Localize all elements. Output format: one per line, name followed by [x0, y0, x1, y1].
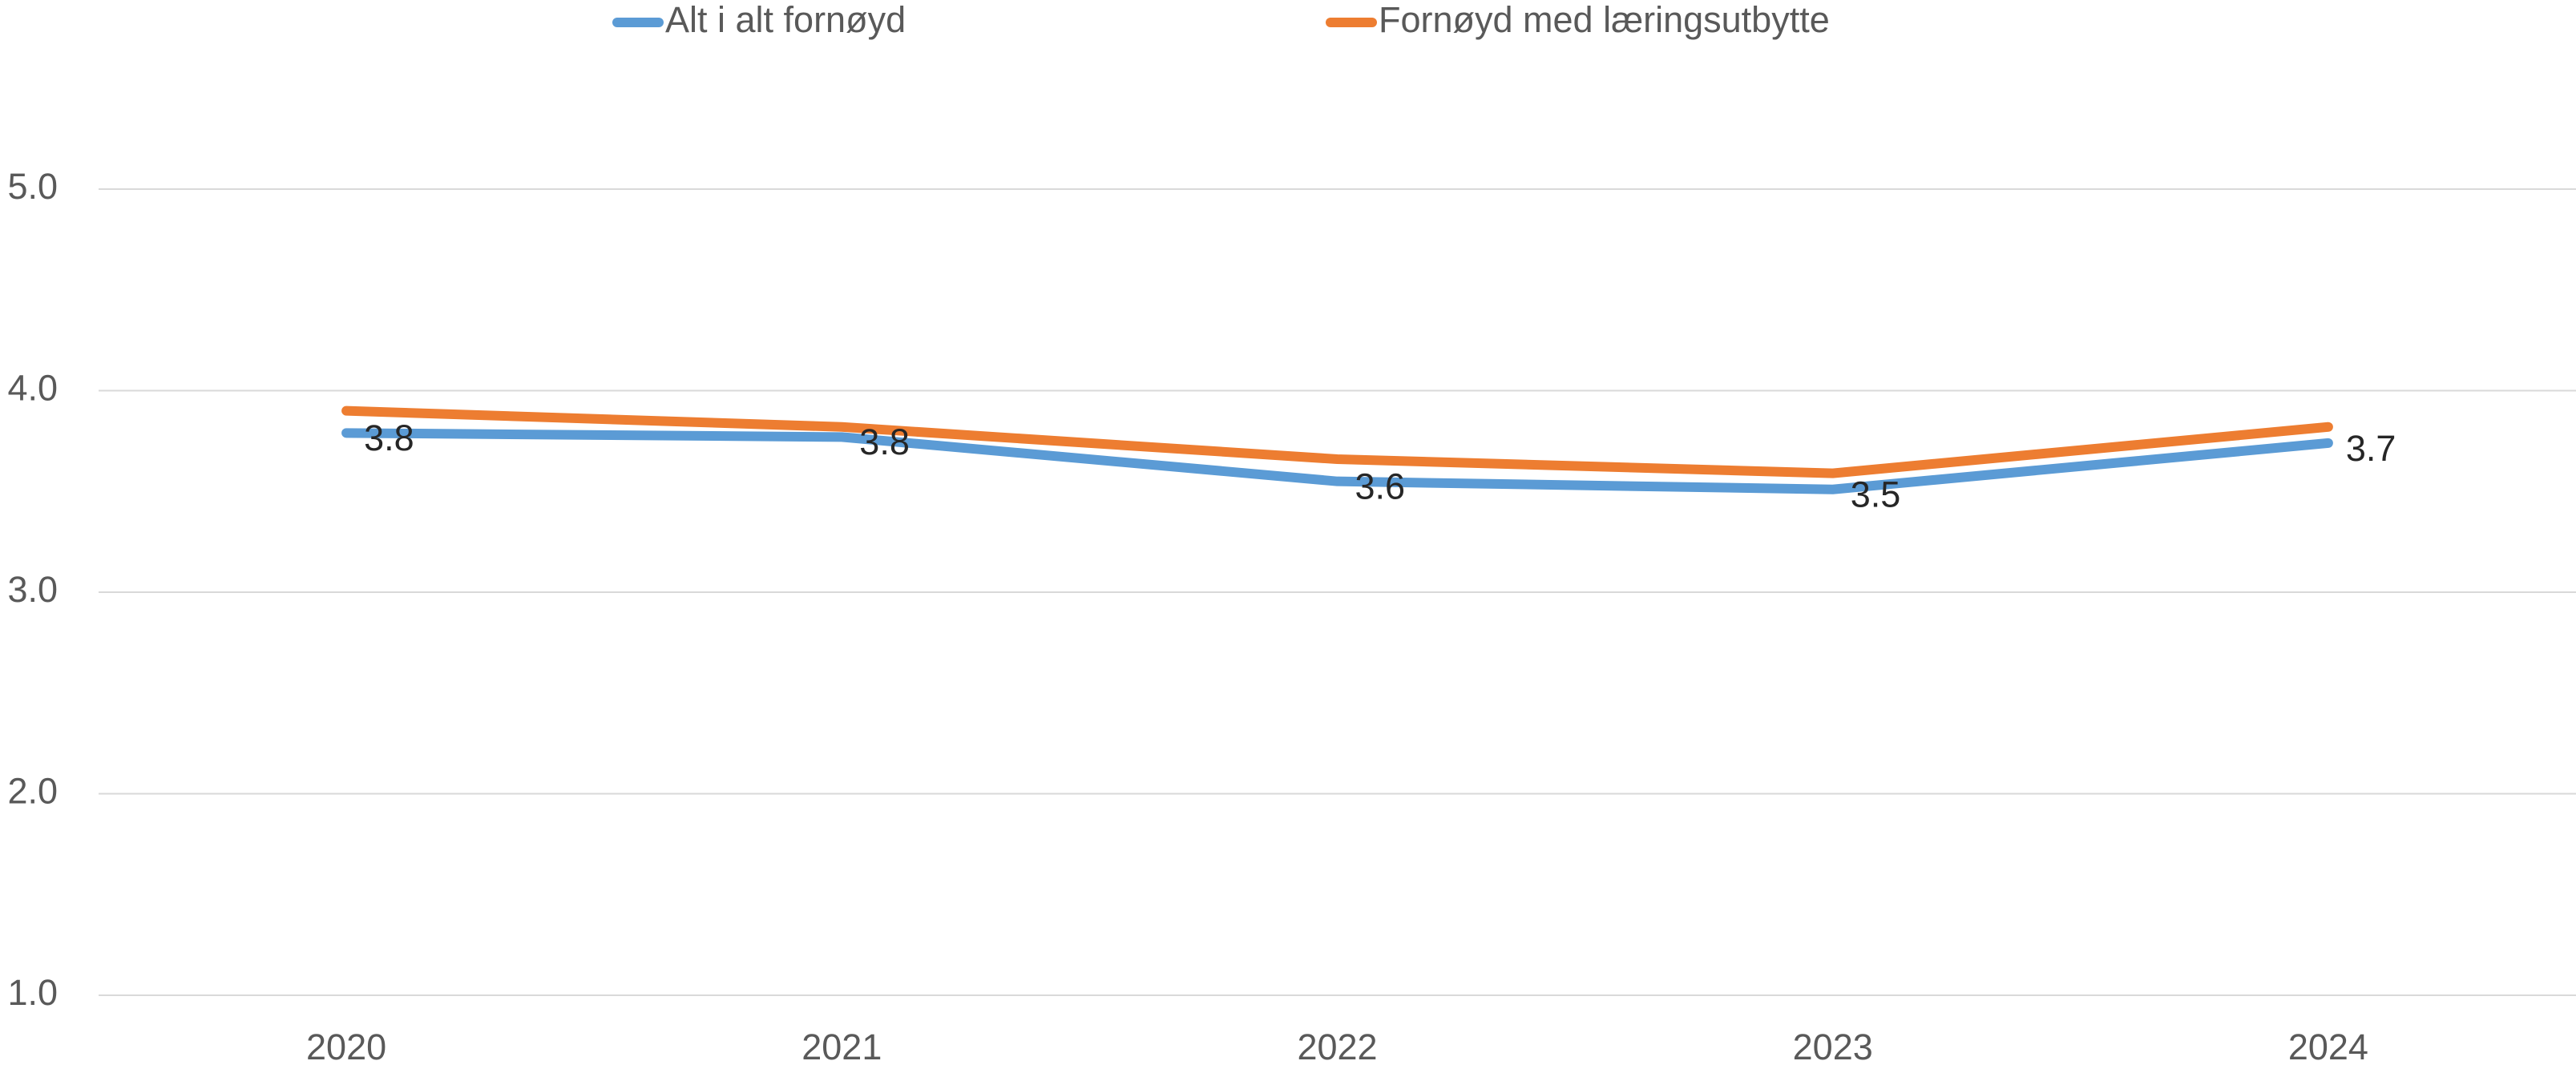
- x-tick-label: 2020: [306, 1027, 386, 1067]
- data-label: 3.8: [364, 418, 414, 458]
- series-line: [341, 428, 2333, 494]
- y-tick-label: 3.0: [7, 569, 58, 610]
- x-tick-label: 2024: [2288, 1027, 2368, 1067]
- legend-label: Fornøyd med læringsutbytte: [1379, 0, 1830, 40]
- y-tick-label: 1.0: [7, 972, 58, 1013]
- x-tick-label: 2023: [1793, 1027, 1873, 1067]
- data-label: 3.6: [1355, 466, 1406, 507]
- y-tick-label: 4.0: [7, 367, 58, 408]
- legend-label: Alt i alt fornøyd: [665, 0, 906, 40]
- data-label: 3.7: [2346, 428, 2396, 469]
- y-tick-label: 5.0: [7, 166, 58, 207]
- data-label: 3.8: [859, 422, 910, 462]
- y-tick-label: 2.0: [7, 770, 58, 811]
- series-line: [341, 405, 2333, 478]
- x-tick-label: 2021: [801, 1027, 882, 1067]
- data-label: 3.5: [1851, 474, 1901, 515]
- x-tick-label: 2022: [1297, 1027, 1377, 1067]
